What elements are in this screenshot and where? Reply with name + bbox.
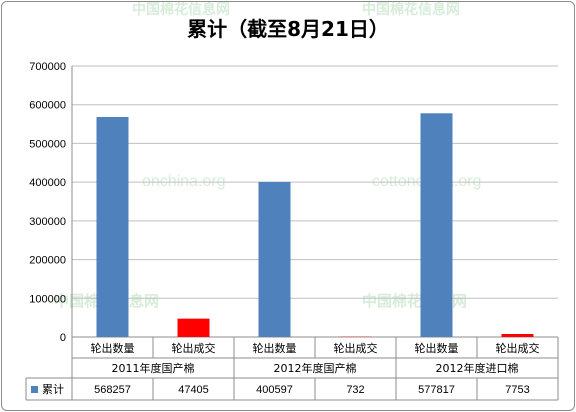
data-label: 47405 <box>178 384 209 396</box>
category-label: 轮出数量 <box>415 341 459 355</box>
y-tick-label: 400000 <box>29 177 66 189</box>
y-tick-label: 600000 <box>29 100 66 112</box>
bar <box>96 117 129 338</box>
category-label: 轮出数量 <box>91 341 135 355</box>
data-label: 400597 <box>256 384 293 396</box>
category-label: 轮出成交 <box>496 341 540 355</box>
group-label: 2011年度国产棉 <box>112 361 195 375</box>
watermark-text: 中国棉花信息网 <box>362 2 460 18</box>
group-label: 2012年度进口棉 <box>436 361 519 375</box>
legend-swatch <box>31 386 38 393</box>
data-label: 7753 <box>505 384 529 396</box>
y-tick-label: 100000 <box>29 293 66 305</box>
category-label: 轮出数量 <box>253 341 297 355</box>
data-label: 568257 <box>94 384 131 396</box>
bar <box>501 333 534 337</box>
watermark-text: 中国棉花信息网 <box>132 2 230 18</box>
data-table: 2011年度国产棉 轮出数量 568257 轮出成交 47405 2012年度国产棉 轮出数… <box>25 337 559 401</box>
data-label: 732 <box>346 384 364 396</box>
y-tick-label: 0 <box>60 332 66 344</box>
chart-title: 累计（截至8月21日） <box>187 17 389 41</box>
category-label: 轮出成交 <box>172 341 216 355</box>
y-tick-label: 500000 <box>29 138 66 150</box>
bar <box>420 113 453 337</box>
bar <box>177 318 210 337</box>
y-tick-label: 300000 <box>29 216 66 228</box>
y-tick-label: 200000 <box>29 255 66 267</box>
y-axis-ticks: 0 100000 200000 300000 400000 500000 600000 700… <box>29 61 66 344</box>
group-label: 2012年度国产棉 <box>274 361 357 375</box>
data-label: 577817 <box>418 384 455 396</box>
bar <box>258 181 291 337</box>
legend-label: 累计 <box>42 383 64 396</box>
y-tick-label: 700000 <box>29 61 66 73</box>
bars <box>96 113 534 338</box>
category-label: 轮出成交 <box>334 341 378 355</box>
watermark-url: onchina.org <box>142 173 226 190</box>
